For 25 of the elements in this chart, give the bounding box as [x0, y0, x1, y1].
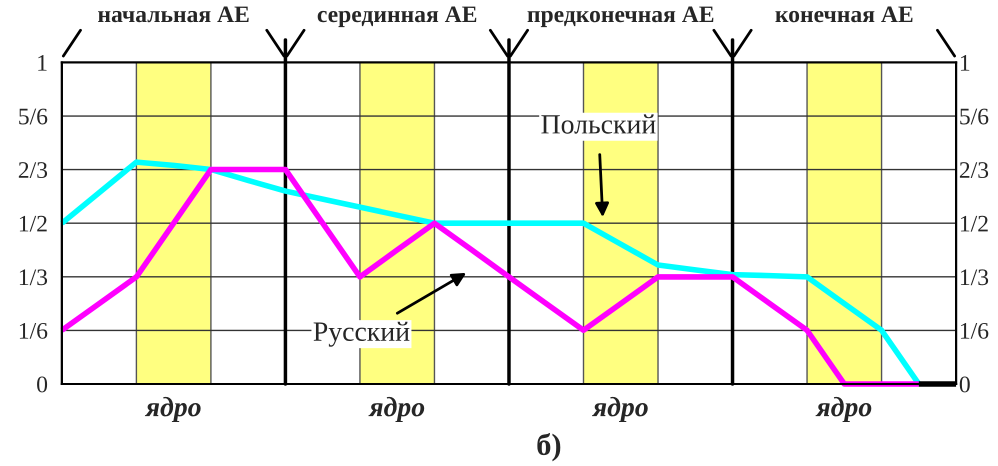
- y-tick-label: 1/6: [20, 322, 48, 339]
- text: ядро: [816, 396, 872, 422]
- text: ядро: [144, 396, 201, 422]
- y2-tick-label: 1: [960, 55, 970, 71]
- y2-tick-label: 1/6: [960, 322, 988, 339]
- text: начальная АЕ: [98, 6, 249, 22]
- y2-tick-label: 1/3: [960, 269, 988, 286]
- y-tick-label: 1: [38, 55, 47, 71]
- y-tick-label: 0: [37, 376, 48, 392]
- y2-tick-label: 2/3: [960, 162, 988, 178]
- annotation: Польский: [541, 114, 656, 134]
- text: ядро: [368, 396, 424, 422]
- y-tick-label: 5/6: [19, 108, 48, 124]
- text: б): [537, 432, 560, 462]
- y-tick-label: 1/3: [20, 269, 48, 286]
- y-tick-label: 2/3: [18, 162, 48, 178]
- text: конечная АЕ: [775, 6, 912, 22]
- text: ядро: [592, 396, 648, 422]
- text: предконечная АЕ: [528, 6, 714, 28]
- annotation: Русский: [314, 322, 410, 347]
- text: серединная АЕ: [318, 6, 476, 28]
- y2-tick-label: 1/2: [960, 216, 988, 232]
- y2-tick-label: 5/6: [960, 108, 988, 124]
- y-tick-label: 1/2: [20, 216, 47, 232]
- y2-tick-label: 0: [960, 376, 970, 392]
